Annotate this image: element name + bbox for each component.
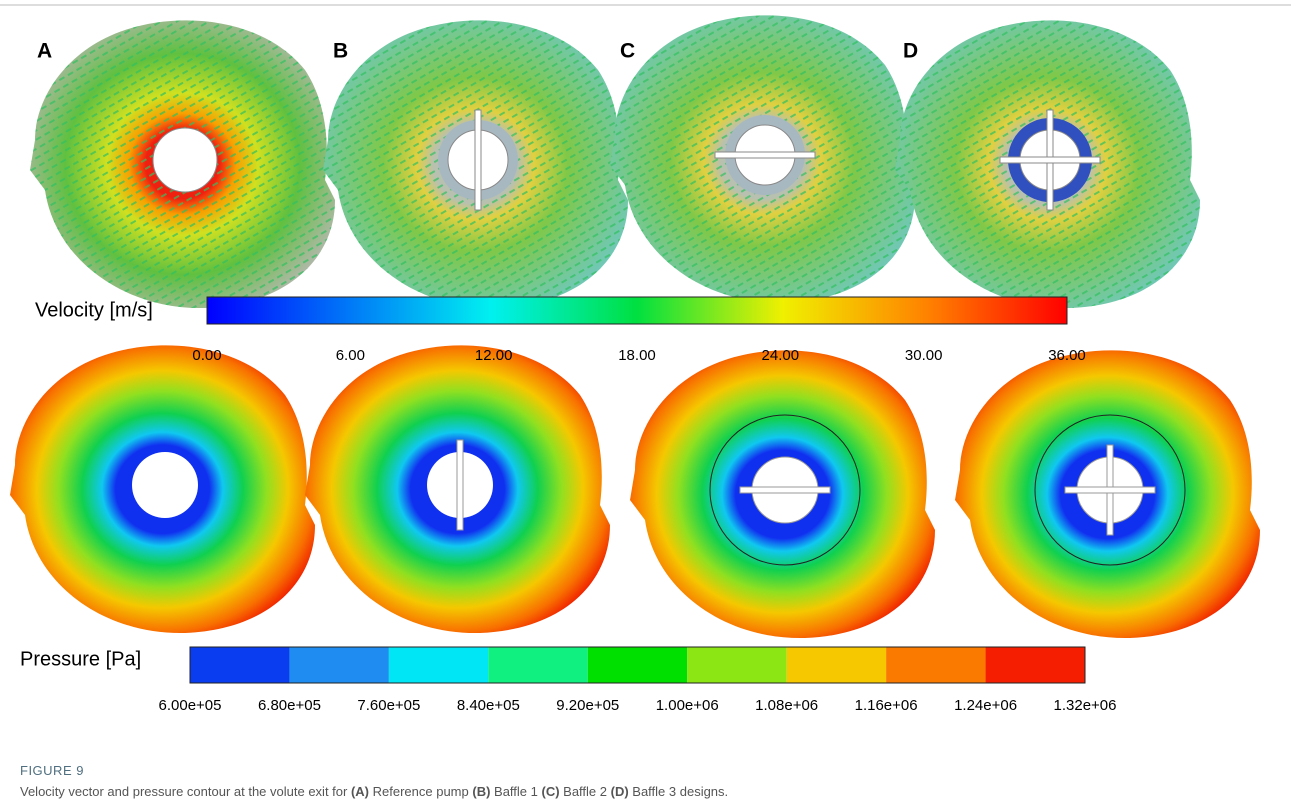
velocity-tick-label: 24.00 <box>762 347 800 364</box>
velocity-tick-label: 12.00 <box>475 347 513 364</box>
pressure-tick-label: 1.16e+06 <box>855 697 918 714</box>
colorbar-band <box>687 647 786 683</box>
pressure-tick-label: 1.32e+06 <box>1054 697 1117 714</box>
pressure-tick-label: 6.00e+05 <box>159 697 222 714</box>
figure: A B C D Velocity [m/s] Pressure [Pa] 0.0… <box>0 0 1291 760</box>
pressure-legend-title: Pressure [Pa] <box>20 648 141 670</box>
caption-text: Baffle 2 <box>560 784 611 799</box>
velocity-tick-label: 30.00 <box>905 347 943 364</box>
velocity-legend-title: Velocity [m/s] <box>35 299 153 321</box>
caption-panel-ref: (D) <box>611 784 629 799</box>
velocity-image <box>610 15 915 303</box>
colorbar-band <box>787 647 886 683</box>
pressure-image <box>10 345 315 633</box>
pressure-image <box>630 350 935 638</box>
panel-label: B <box>333 40 348 63</box>
caption-panel-ref: (A) <box>351 784 369 799</box>
page: {"panels": {"labels": ["A", "B", "C", "D… <box>0 0 1291 805</box>
pressure-tick-label: 1.08e+06 <box>755 697 818 714</box>
figure-caption: Velocity vector and pressure contour at … <box>20 784 728 799</box>
pressure-colorbar <box>190 647 1085 683</box>
pressure-tick-label: 9.20e+05 <box>556 697 619 714</box>
pressure-tick-label: 7.60e+05 <box>357 697 420 714</box>
colorbar-band <box>190 647 289 683</box>
velocity-image <box>895 20 1200 308</box>
caption-text: Baffle 3 designs. <box>629 784 729 799</box>
velocity-image <box>30 20 335 308</box>
pressure-tick-label: 1.00e+06 <box>656 697 719 714</box>
colorbar-band <box>886 647 985 683</box>
velocity-tick-label: 0.00 <box>192 347 221 364</box>
colorbar-band <box>389 647 488 683</box>
caption-panel-ref: (B) <box>472 784 490 799</box>
pressure-panels <box>10 345 1260 638</box>
velocity-panels <box>30 15 1200 308</box>
panel-label: C <box>620 40 635 63</box>
pressure-tick-label: 6.80e+05 <box>258 697 321 714</box>
pressure-image <box>305 345 610 633</box>
caption-text: Reference pump <box>369 784 472 799</box>
colorbar-band <box>289 647 388 683</box>
caption-panel-ref: (C) <box>541 784 559 799</box>
pressure-tick-label: 8.40e+05 <box>457 697 520 714</box>
velocity-colorbar <box>207 297 1067 324</box>
caption-text: Velocity vector and pressure contour at … <box>20 784 351 799</box>
velocity-tick-label: 36.00 <box>1048 347 1086 364</box>
colorbar-band <box>986 647 1085 683</box>
colorbar-band <box>488 647 587 683</box>
figure-label: FIGURE 9 <box>20 763 84 778</box>
pressure-image <box>955 350 1260 638</box>
velocity-image <box>323 20 628 308</box>
panel-label: A <box>37 40 52 63</box>
velocity-tick-label: 6.00 <box>336 347 365 364</box>
caption-text: Baffle 1 <box>490 784 541 799</box>
velocity-tick-label: 18.00 <box>618 347 656 364</box>
pressure-tick-label: 1.24e+06 <box>954 697 1017 714</box>
panel-label: D <box>903 40 918 63</box>
colorbar-band <box>588 647 687 683</box>
